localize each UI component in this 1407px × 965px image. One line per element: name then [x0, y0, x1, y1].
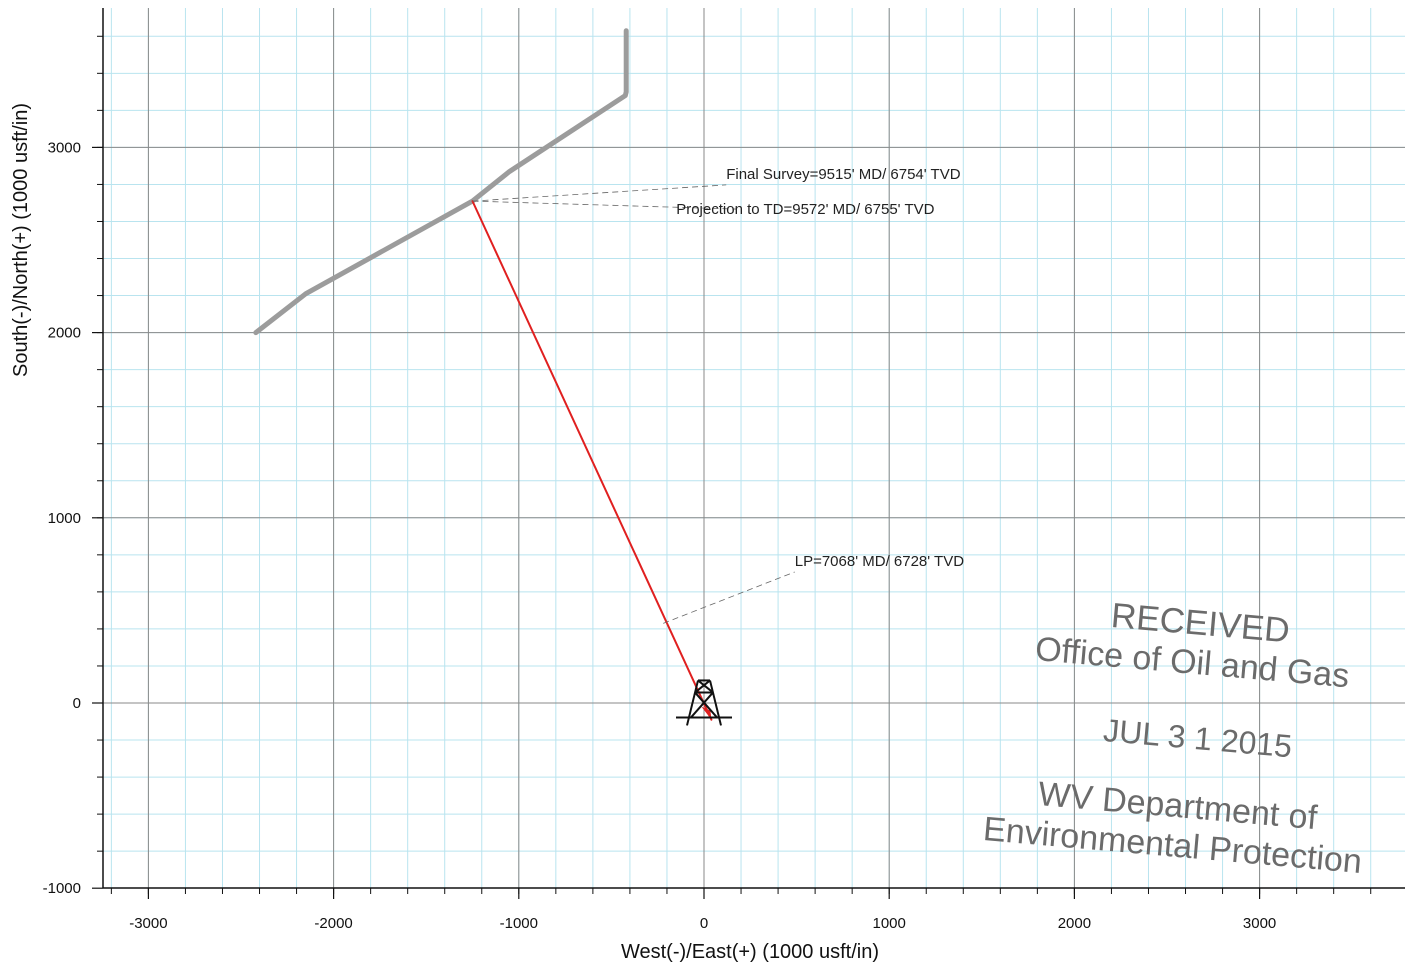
tick-labels: -3000 -2000 -1000 0 1000 2000 3000 -1000 0 1000 20…	[43, 139, 1277, 932]
x-tick-label: -1000	[500, 915, 538, 932]
annotation-label: Final Survey=9515' MD/ 6754' TVD	[726, 166, 960, 183]
rig-brace	[697, 679, 714, 694]
series-actual-wellpath	[253, 28, 629, 336]
y-axis-label: South(-)/North(+) (1000 usft/in)	[10, 103, 32, 377]
leader-line	[663, 571, 795, 624]
x-tick-label: 0	[700, 915, 708, 932]
rig-brace	[690, 691, 714, 719]
leader-line	[472, 200, 737, 210]
leader-line	[472, 184, 727, 202]
x-tick-label: 3000	[1243, 915, 1276, 932]
series-lines	[253, 28, 713, 721]
x-tick-label: 1000	[873, 915, 906, 932]
y-tick-label: 1000	[48, 510, 81, 527]
series-plan-line	[471, 200, 713, 721]
rig-brace	[694, 691, 718, 719]
x-tick-label: -2000	[314, 915, 352, 932]
y-tick-label: -1000	[43, 880, 81, 897]
annotation-label: LP=7068' MD/ 6728' TVD	[795, 553, 964, 570]
rig-leg-left	[686, 680, 699, 726]
grid	[103, 8, 1405, 888]
x-tick-label: -3000	[129, 915, 167, 932]
y-tick-label: 2000	[48, 325, 81, 342]
annotations: Final Survey=9515' MD/ 6754' TVD Projecti…	[472, 166, 964, 624]
arrow-head	[701, 706, 712, 720]
rig-brace	[694, 679, 711, 694]
annotation-label: Projection to TD=9572' MD/ 6755' TVD	[676, 201, 934, 218]
x-axis-label: West(-)/East(+) (1000 usft/in)	[621, 941, 879, 963]
axes	[92, 8, 1405, 899]
x-tick-label: 2000	[1058, 915, 1091, 932]
y-tick-label: 3000	[48, 139, 81, 156]
rig-leg-right	[709, 680, 722, 726]
y-tick-label: 0	[73, 695, 81, 712]
rig-icon	[676, 679, 732, 726]
